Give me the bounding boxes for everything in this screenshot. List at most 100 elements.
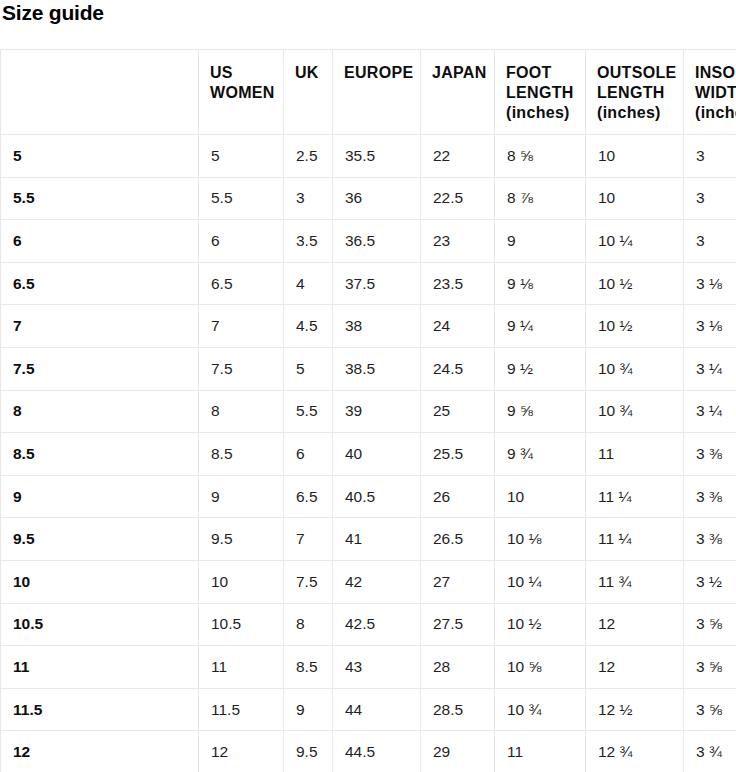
row-label: 9 [1,475,199,518]
table-cell: 10 [586,177,684,220]
table-row: 5.55.533622.58 ⅞103 [1,177,736,220]
table-cell: 10 ¾ [586,347,684,390]
table-row: 9.59.574126.510 ⅛11 ¼3 ⅜ [1,518,736,561]
table-cell: 3 ⅛ [684,262,736,305]
table-cell: 3 ⅛ [684,305,736,348]
size-guide-table: US WOMENUKEUROPEJAPANFOOT LENGTH (inches… [0,49,736,772]
table-cell: 3 [284,177,333,220]
table-cell: 7.5 [199,347,284,390]
column-header: JAPAN [421,50,495,135]
table-cell: 11.5 [199,688,284,731]
table-cell: 26.5 [421,518,495,561]
table-cell: 38.5 [333,347,421,390]
table-cell: 10 ¼ [495,560,586,603]
table-cell: 23 [421,220,495,263]
row-label: 12 [1,731,199,772]
table-cell: 5.5 [284,390,333,433]
table-cell: 22.5 [421,177,495,220]
column-header: FOOT LENGTH (inches) [495,50,586,135]
table-cell: 36.5 [333,220,421,263]
row-label: 8.5 [1,433,199,476]
row-label: 7 [1,305,199,348]
table-cell: 10.5 [199,603,284,646]
table-cell: 35.5 [333,135,421,178]
table-row: 663.536.523910 ¼3 [1,220,736,263]
table-cell: 29 [421,731,495,772]
table-cell: 3 ¾ [684,731,736,772]
table-cell: 6.5 [284,475,333,518]
table-cell: 28 [421,646,495,689]
row-label: 10 [1,560,199,603]
table-cell: 3 [684,177,736,220]
row-label: 8 [1,390,199,433]
table-cell: 37.5 [333,262,421,305]
table-cell: 2.5 [284,135,333,178]
table-row: 885.539259 ⅝10 ¾3 ¼ [1,390,736,433]
size-guide-page: Size guide US WOMENUKEUROPEJAPANFOOT LEN… [0,0,736,772]
table-cell: 8.5 [284,646,333,689]
row-label: 6.5 [1,262,199,305]
table-cell: 43 [333,646,421,689]
table-cell: 6.5 [199,262,284,305]
table-cell: 25 [421,390,495,433]
table-cell: 8 [284,603,333,646]
table-cell: 4.5 [284,305,333,348]
table-cell: 3 ⅜ [684,433,736,476]
table-row: 774.538249 ¼10 ½3 ⅛ [1,305,736,348]
table-cell: 12 ¾ [586,731,684,772]
table-cell: 7 [199,305,284,348]
size-table-viewport: US WOMENUKEUROPEJAPANFOOT LENGTH (inches… [0,49,736,772]
table-cell: 36 [333,177,421,220]
table-cell: 11 [586,433,684,476]
table-row: 11.511.594428.510 ¾12 ½3 ⅝ [1,688,736,731]
table-cell: 27.5 [421,603,495,646]
row-label: 11 [1,646,199,689]
table-cell: 5 [199,135,284,178]
table-cell: 44.5 [333,731,421,772]
table-cell: 3 ⅝ [684,646,736,689]
table-cell: 3 ¼ [684,347,736,390]
table-row: 552.535.5228 ⅝103 [1,135,736,178]
table-row: 6.56.5437.523.59 ⅛10 ½3 ⅛ [1,262,736,305]
row-label: 6 [1,220,199,263]
table-cell: 9 [284,688,333,731]
table-cell: 3 ⅝ [684,688,736,731]
page-title: Size guide [0,0,736,24]
table-cell: 3 ⅜ [684,475,736,518]
table-cell: 11 [495,731,586,772]
table-cell: 3 ⅝ [684,603,736,646]
table-cell: 4 [284,262,333,305]
table-cell: 11 [199,646,284,689]
table-cell: 40 [333,433,421,476]
table-cell: 10 ½ [586,262,684,305]
table-cell: 10 ½ [495,603,586,646]
table-cell: 5.5 [199,177,284,220]
table-cell: 10 ¼ [586,220,684,263]
table-cell: 9 ¼ [495,305,586,348]
table-cell: 44 [333,688,421,731]
table-cell: 9.5 [199,518,284,561]
table-body: 552.535.5228 ⅝1035.55.533622.58 ⅞103663.… [1,135,736,772]
table-cell: 38 [333,305,421,348]
table-cell: 28.5 [421,688,495,731]
table-cell: 10 ½ [586,305,684,348]
table-cell: 9 ⅛ [495,262,586,305]
table-cell: 10 ¾ [495,688,586,731]
column-header: INSOLE WIDTH (inches) [684,50,736,135]
table-cell: 10 ⅝ [495,646,586,689]
column-header: US WOMEN [199,50,284,135]
table-cell: 42 [333,560,421,603]
table-cell: 12 [199,731,284,772]
table-row: 10107.5422710 ¼11 ¾3 ½ [1,560,736,603]
table-cell: 10 ⅛ [495,518,586,561]
table-cell: 9 ¾ [495,433,586,476]
table-cell: 23.5 [421,262,495,305]
column-header: OUTSOLE LENGTH (inches) [586,50,684,135]
table-cell: 6 [199,220,284,263]
table-cell: 8 ⅝ [495,135,586,178]
table-cell: 7 [284,518,333,561]
table-cell: 7.5 [284,560,333,603]
table-cell: 10 ¾ [586,390,684,433]
header-row: US WOMENUKEUROPEJAPANFOOT LENGTH (inches… [1,50,736,135]
row-label: 9.5 [1,518,199,561]
